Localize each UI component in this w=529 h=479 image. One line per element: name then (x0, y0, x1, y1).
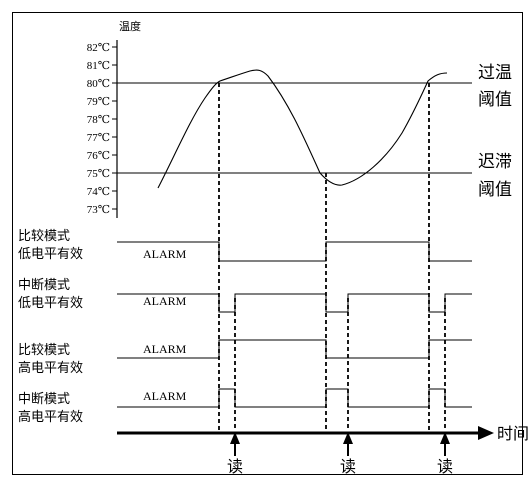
tick-label: 75℃ (87, 168, 110, 180)
row4-label-a: 中断模式 (18, 392, 70, 407)
over-temp-label-line1: 过温 (478, 63, 512, 83)
temperature-curve (157, 69, 448, 189)
waveforms (117, 241, 472, 408)
row2-label-a: 中断模式 (18, 278, 70, 293)
row2-waveform (117, 293, 472, 313)
tick-label: 74℃ (87, 186, 110, 198)
tick-label: 80℃ (87, 78, 110, 90)
read-markers (230, 432, 450, 456)
hysteresis-label-line1: 迟滞 (478, 152, 512, 172)
hysteresis-label-line2: 阈值 (478, 180, 512, 200)
temperature-ticks (112, 46, 117, 210)
over-temp-label-line2: 阈值 (478, 90, 512, 110)
read-label-2: 读 (340, 457, 356, 476)
row4-waveform (117, 388, 472, 408)
alarm-labels: ALARM ALARM ALARM ALARM (143, 247, 187, 403)
row3-label-a: 比较模式 (18, 343, 70, 358)
time-axis-arrow-icon (478, 426, 494, 440)
mode-labels: 比较模式 低电平有效 中断模式 低电平有效 比较模式 高电平有效 中断模式 高电… (18, 229, 83, 425)
tick-label: 79℃ (87, 96, 110, 108)
frame-border (12, 12, 523, 475)
row4-label-b: 高电平有效 (18, 409, 83, 425)
row1-waveform (117, 241, 472, 262)
event-guides (218, 83, 446, 430)
row2-label-b: 低电平有效 (18, 296, 83, 311)
tick-label: 82℃ (87, 42, 110, 54)
time-axis-label: 时间 (497, 424, 529, 443)
tick-label: 78℃ (87, 114, 110, 126)
read-label-1: 读 (227, 457, 243, 476)
row1-label-a: 比较模式 (18, 229, 70, 244)
read-arrow-2-icon (343, 432, 353, 444)
read-arrow-3-icon (440, 432, 450, 444)
tick-label: 77℃ (87, 132, 110, 144)
row2-alarm: ALARM (143, 294, 187, 308)
row1-label-b: 低电平有效 (18, 247, 83, 262)
row4-alarm: ALARM (143, 389, 187, 403)
tick-label: 76℃ (87, 150, 110, 162)
read-labels: 读 读 读 (227, 457, 453, 476)
row3-waveform (117, 339, 472, 359)
tick-label: 81℃ (87, 60, 110, 72)
row3-label-b: 高电平有效 (18, 360, 83, 376)
row3-alarm: ALARM (143, 342, 187, 356)
tick-label: 73℃ (87, 204, 110, 216)
temperature-axis-title: 温度 (119, 19, 141, 33)
read-arrow-1-icon (230, 432, 240, 444)
temperature-tick-labels: 82℃ 81℃ 80℃ 79℃ 78℃ 77℃ 76℃ 75℃ 74℃ 73℃ (87, 42, 110, 216)
row1-alarm: ALARM (143, 247, 187, 261)
read-label-3: 读 (437, 457, 453, 476)
